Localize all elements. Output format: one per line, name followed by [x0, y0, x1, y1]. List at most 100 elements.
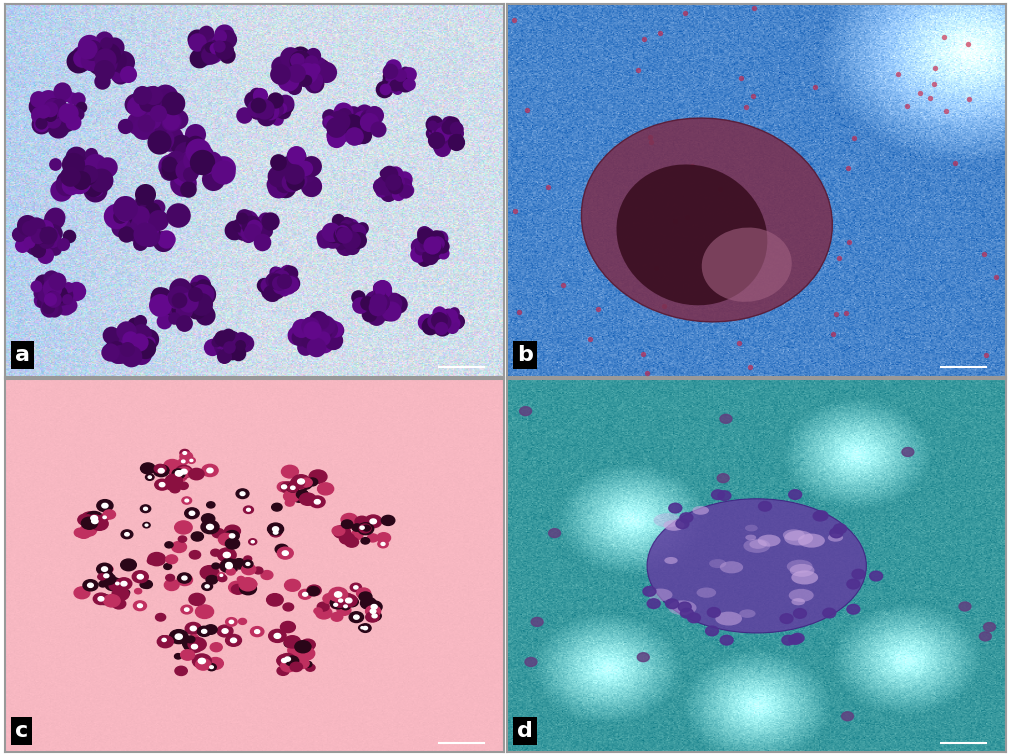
Point [424, 119, 440, 132]
Point [292, 53, 308, 65]
Circle shape [367, 534, 378, 542]
Point [384, 80, 400, 92]
Point [117, 202, 133, 214]
Circle shape [177, 574, 192, 586]
Point [245, 94, 261, 107]
Circle shape [83, 580, 98, 591]
Circle shape [274, 634, 281, 638]
Circle shape [361, 627, 364, 629]
Point [290, 174, 306, 186]
Point [346, 224, 362, 236]
Point [141, 336, 157, 348]
Point [268, 275, 284, 287]
Point [349, 226, 365, 238]
Point [33, 296, 50, 308]
Point [269, 113, 285, 125]
Point [248, 107, 264, 119]
Point [369, 298, 385, 310]
Point [237, 109, 253, 121]
Point [14, 239, 30, 251]
Point [438, 129, 454, 141]
Point [354, 222, 370, 234]
Point [231, 227, 247, 239]
Point [283, 175, 299, 187]
Circle shape [210, 549, 220, 556]
Circle shape [360, 624, 371, 632]
Point [219, 48, 236, 60]
Point [137, 187, 154, 200]
Circle shape [170, 466, 188, 480]
Point [265, 279, 281, 291]
Circle shape [309, 496, 326, 507]
Point [234, 222, 250, 234]
Point [426, 242, 442, 254]
Circle shape [155, 479, 170, 490]
Point [73, 163, 89, 175]
Circle shape [345, 537, 359, 547]
Point [37, 287, 54, 299]
Point [419, 316, 435, 328]
Point [157, 89, 173, 101]
Point [299, 72, 315, 84]
Circle shape [134, 589, 142, 593]
Point [427, 240, 443, 253]
Point [45, 102, 62, 114]
Point [211, 42, 227, 54]
Circle shape [679, 513, 693, 522]
Circle shape [331, 612, 343, 621]
Point [379, 74, 395, 86]
Point [449, 314, 465, 327]
Circle shape [815, 511, 828, 521]
Point [373, 181, 389, 193]
Circle shape [830, 528, 843, 538]
Circle shape [170, 485, 180, 493]
Point [45, 228, 62, 240]
Circle shape [120, 559, 136, 571]
Point [70, 55, 86, 67]
Point [291, 51, 307, 63]
Point [643, 136, 659, 148]
Point [128, 342, 145, 354]
Point [136, 228, 153, 240]
Point [346, 117, 362, 129]
Point [132, 332, 149, 344]
Point [434, 129, 450, 141]
Circle shape [307, 585, 321, 596]
Circle shape [285, 656, 298, 666]
Circle shape [307, 587, 319, 596]
Circle shape [121, 590, 129, 596]
Circle shape [204, 624, 217, 634]
Circle shape [181, 649, 194, 660]
Point [354, 114, 370, 126]
Circle shape [304, 662, 312, 667]
Point [733, 72, 749, 84]
Point [330, 127, 346, 139]
Point [386, 167, 402, 179]
Point [427, 314, 443, 327]
Point [102, 345, 118, 358]
Circle shape [352, 524, 362, 531]
Point [206, 40, 222, 52]
Point [87, 184, 103, 196]
Point [175, 177, 191, 189]
Point [122, 333, 139, 345]
Point [223, 342, 240, 354]
Point [506, 14, 522, 26]
Point [366, 110, 382, 122]
Circle shape [190, 460, 193, 462]
Point [936, 30, 952, 42]
Point [240, 214, 256, 226]
Point [94, 76, 110, 88]
Text: c: c [15, 721, 28, 741]
Point [840, 237, 856, 249]
Point [102, 42, 118, 54]
Circle shape [366, 601, 382, 612]
Point [383, 185, 399, 197]
Point [384, 297, 400, 309]
Point [375, 82, 391, 94]
Point [51, 94, 67, 107]
Point [630, 64, 646, 76]
Point [226, 225, 243, 237]
Text: a: a [15, 345, 30, 365]
Point [303, 324, 319, 336]
